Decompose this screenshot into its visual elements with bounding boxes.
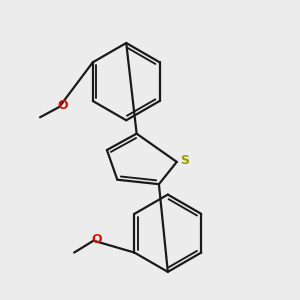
Text: S: S <box>181 154 190 167</box>
Text: O: O <box>57 99 68 112</box>
Text: O: O <box>91 233 102 246</box>
